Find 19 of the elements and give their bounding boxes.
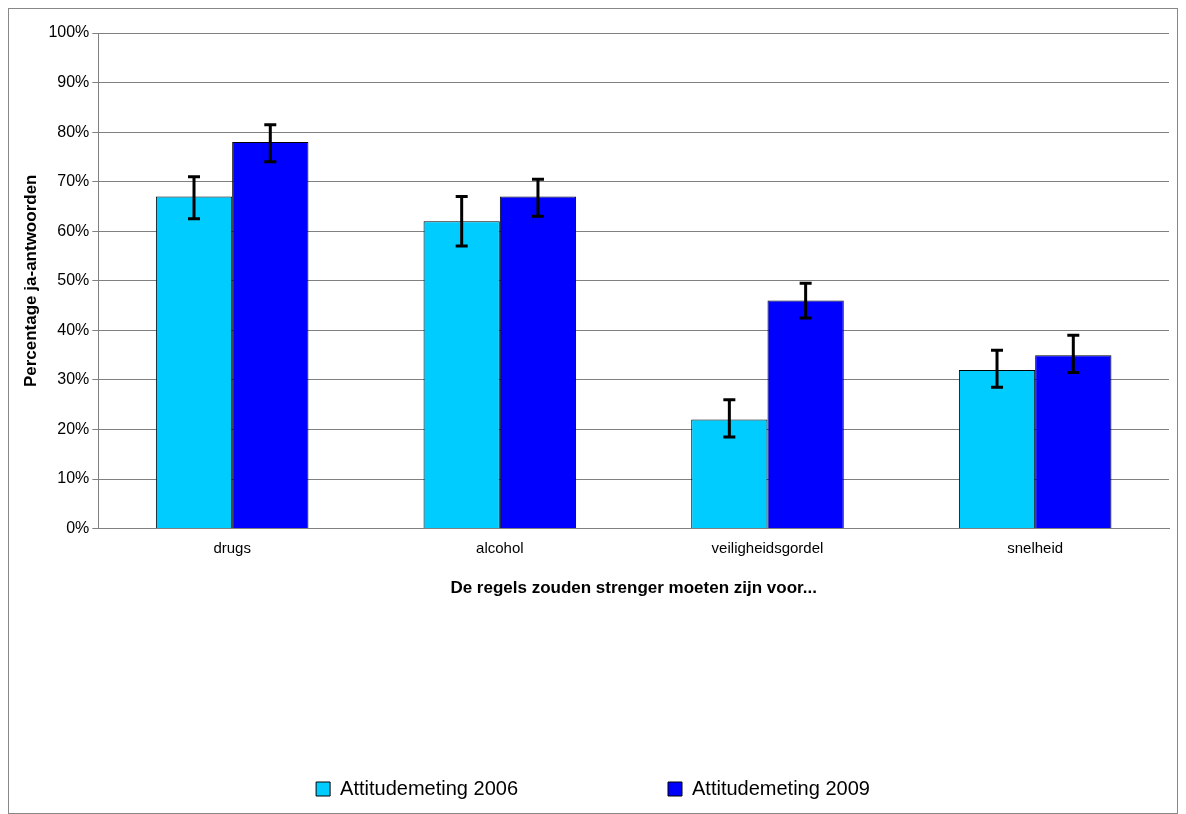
legend-label: Attitudemeting 2006 [340, 776, 519, 799]
y-tick-label: 60% [57, 221, 90, 239]
x-tick-label: drugs [213, 538, 251, 556]
x-tick-label: veiligheidsgordel [711, 538, 824, 556]
y-tick-label: 20% [57, 419, 90, 437]
y-tick-label: 80% [57, 122, 90, 140]
y-tick-label: 50% [57, 271, 90, 289]
y-tick-label: 70% [57, 172, 90, 190]
y-tick-label: 30% [57, 370, 90, 388]
y-axis-title: Percentage ja-antwoorden [20, 174, 40, 388]
y-tick-label: 0% [66, 519, 90, 537]
legend-label: Attitudemeting 2009 [692, 776, 870, 799]
x-tick-label: alcohol [476, 538, 524, 556]
y-tick-label: 10% [57, 469, 90, 487]
x-axis-title: De regels zouden strenger moeten zijn voor... [450, 578, 817, 598]
x-tick-label: snelheid [1007, 538, 1064, 556]
y-tick-label: 90% [57, 72, 90, 90]
y-tick-label: 100% [48, 23, 90, 41]
y-tick-label: 40% [57, 320, 90, 338]
